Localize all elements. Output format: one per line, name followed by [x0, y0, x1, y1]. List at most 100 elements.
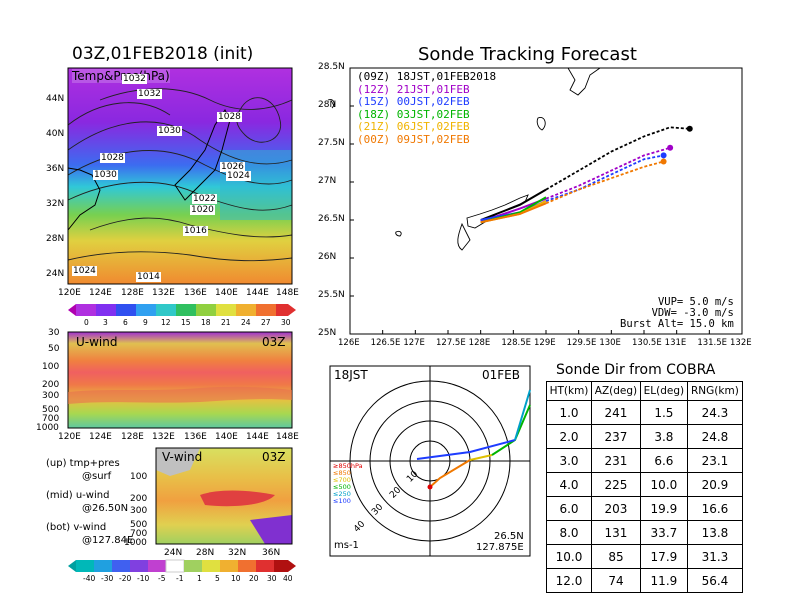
legend-code: (21Z) [357, 120, 391, 133]
colorbar-tick: 6 [123, 318, 128, 327]
track-endpoint [660, 152, 667, 159]
table-cell: 17.9 [639, 544, 688, 569]
col-header: EL(deg) [639, 381, 688, 401]
note-line: (bot) v-wind [46, 522, 107, 533]
temp-map-panel-label: Temp&Pres(hPa) [72, 69, 170, 83]
track-params: VUP= 5.0 m/s VDW= -3.0 m/s Burst Alt= 15… [620, 297, 734, 330]
note-line: @26.50N [82, 503, 129, 514]
legend-item: (09Z) 18JST,01FEB2018 [357, 70, 496, 84]
note-line: (mid) u-wind [46, 490, 110, 501]
pressure-label: 1022 [192, 194, 217, 204]
table-cell: 4.0 [546, 472, 592, 497]
table-cell: 1.0 [546, 400, 592, 425]
lon-label: 132E [152, 288, 175, 298]
param-vup: VUP= 5.0 m/s [657, 296, 734, 308]
table-cell: 33.7 [639, 520, 688, 545]
lon-label: 128E [121, 288, 144, 298]
table-cell: 13.8 [686, 520, 744, 545]
level-label: 700 [42, 414, 60, 424]
track-lon-label: 129.5E [566, 338, 597, 348]
hodo-level-legend: ≥850hPa ≤850 ≤700 ≤500 ≤250 ≤100 [333, 463, 363, 505]
table-row: 3.0 231 6.6 23.1 [546, 448, 744, 473]
cobra-title: Sonde Dir from COBRA [556, 362, 716, 378]
hodo-lat: 26.5N [494, 531, 524, 542]
colorbar-tick: 1 [197, 574, 202, 583]
lon-label: 140E [215, 432, 238, 442]
lat-label: 24N [46, 269, 65, 279]
table-cell: 85 [590, 544, 641, 569]
track-lat-label: 25N [318, 328, 337, 338]
track-lon-label: 126.5E [370, 338, 401, 348]
legend-item: (12Z) 21JST,01FEB [357, 83, 496, 97]
track-line-forecast [545, 146, 671, 200]
track-lon-label: 131E [664, 338, 687, 348]
legend-text: 09JST,02FEB [396, 132, 470, 146]
note-line: @surf [82, 471, 112, 482]
lon-label: 120E [58, 432, 81, 442]
temp-map-title: 03Z,01FEB2018 (init) [72, 44, 254, 64]
table-cell: 24.3 [686, 400, 744, 425]
track-lat-label: 28.5N [318, 62, 345, 72]
table-row: 2.0 237 3.8 24.8 [546, 424, 744, 449]
table-cell: 10.0 [639, 472, 688, 497]
table-cell: 74 [590, 568, 641, 593]
legend-text: 00JST,02FEB [396, 95, 470, 108]
colorbar-tick: -5 [158, 574, 166, 583]
level-label: 1000 [124, 538, 147, 548]
legend-text: 06JST,02FEB [396, 120, 470, 133]
table-cell: 12.0 [546, 568, 592, 593]
pressure-label: 1030 [93, 170, 118, 180]
legend-code: (09Z) [357, 70, 391, 83]
colorbar-tick: 18 [201, 318, 211, 327]
level-legend-item: ≤500 [333, 483, 351, 491]
track-lat-label: 25.5N [318, 290, 345, 300]
track-line-forecast [545, 126, 690, 191]
pressure-label: 1028 [100, 153, 125, 163]
track-lon-label: 131.5E [697, 338, 728, 348]
track-lon-label: 130E [599, 338, 621, 348]
col-header: RNG(km) [686, 381, 744, 401]
colorbar-tick: -1 [176, 574, 184, 583]
level-label: 500 [130, 520, 148, 530]
lat-label: 32N [228, 548, 247, 558]
level-legend-item: ≤250 [333, 490, 351, 498]
note-line: @127.84E [82, 535, 134, 546]
table-cell: 24.8 [686, 424, 744, 449]
lon-label: 120E [58, 288, 81, 298]
track-lat-label: 27.5N [318, 138, 345, 148]
table-cell: 11.9 [639, 568, 688, 593]
pressure-label: 1024 [72, 266, 97, 276]
v-wind-label: V-wind [162, 450, 203, 464]
lon-label: 144E [246, 432, 269, 442]
track-lon-label: 130.5E [632, 338, 662, 348]
table-cell: 23.1 [686, 448, 744, 473]
level-legend-item: ≤700 [333, 476, 351, 484]
lat-grid-ticks [349, 67, 743, 335]
level-legend-item: ≥850hPa [333, 462, 363, 470]
param-vdw: VDW= -3.0 m/s [651, 307, 734, 319]
note-line: (up) tmp+pres [46, 458, 120, 469]
pressure-label: 1024 [226, 171, 251, 181]
table-cell: 2.0 [546, 424, 592, 449]
lon-label: 144E [246, 288, 269, 298]
lat-label: 40N [46, 129, 65, 139]
hodograph [329, 365, 531, 557]
lat-label: 28N [196, 548, 215, 558]
level-label: 300 [42, 391, 60, 401]
track-endpoint [660, 158, 667, 165]
pressure-label: 1028 [217, 112, 242, 122]
table-row: 8.0 131 33.7 13.8 [546, 520, 744, 545]
level-label: 200 [130, 494, 148, 504]
lat-label: 36N [262, 548, 281, 558]
track-lat-label: 28N [318, 100, 337, 110]
colorbar-tick: 15 [181, 318, 191, 327]
level-label: 30 [48, 328, 60, 338]
colorbar-tick: 3 [103, 318, 108, 327]
table-cell: 20.9 [686, 472, 744, 497]
table-cell: 31.3 [686, 544, 744, 569]
colorbar-tick: -30 [101, 574, 114, 583]
track-lon-label: 132E [730, 338, 752, 348]
track-lon-label: 127.5E [436, 338, 466, 348]
cobra-table: HT(km) AZ(deg) EL(deg) RNG(km) 1.0 241 1.5… [546, 381, 744, 593]
legend-item: (00Z) 09JST,02FEB [357, 132, 496, 147]
